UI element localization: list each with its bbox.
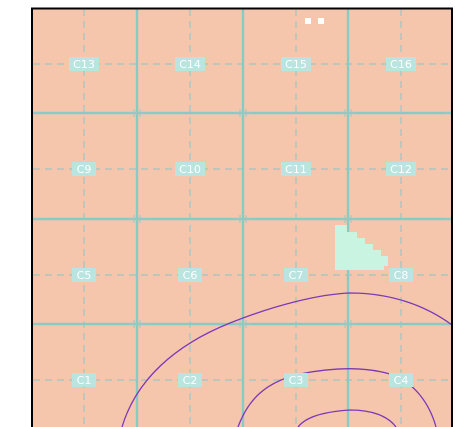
cell-label-box	[178, 268, 202, 282]
contour-middle	[237, 368, 437, 427]
cell-label-c2: C2	[183, 374, 198, 387]
cell-label-box	[284, 373, 308, 387]
cell-label-box	[72, 268, 96, 282]
highlighted-area	[335, 225, 388, 270]
contour-inner	[297, 409, 397, 427]
cell-label-c8: C8	[394, 269, 409, 282]
cell-label-box	[386, 162, 416, 176]
cell-label-c5: C5	[77, 269, 92, 282]
grid-intersection-ticks	[33, 109, 452, 328]
cell-label-box	[281, 57, 311, 71]
cell-label-c10: C10	[179, 163, 201, 176]
contour-outer	[121, 292, 453, 427]
map-markers	[305, 18, 324, 24]
marker-square	[318, 18, 324, 24]
cell-label-c14: C14	[179, 58, 201, 71]
cell-label-c11: C11	[285, 163, 307, 176]
cell-label-c7: C7	[289, 269, 304, 282]
cell-label-c1: C1	[77, 374, 92, 387]
cell-label-c3: C3	[289, 374, 304, 387]
cell-label-box	[178, 373, 202, 387]
contour-lines	[121, 292, 453, 427]
cell-label-c12: C12	[390, 163, 412, 176]
cell-label-box	[386, 57, 416, 71]
cell-label-box	[389, 268, 413, 282]
cell-label-c13: C13	[73, 58, 95, 71]
cell-label-box	[72, 162, 96, 176]
map-frame	[31, 7, 453, 427]
cell-label-box	[72, 373, 96, 387]
cell-label-c4: C4	[394, 374, 409, 387]
cell-label-box	[281, 162, 311, 176]
cell-label-box	[284, 268, 308, 282]
cell-label-c9: C9	[77, 163, 92, 176]
cell-labels: C13 C14 C15 C16 C9 C10 C11 C12 C5 C6 C7 C8 C1 C2 C3 C4	[69, 57, 416, 387]
marker-square	[305, 18, 311, 24]
cell-label-c15: C15	[285, 58, 307, 71]
cell-label-box	[69, 57, 99, 71]
cell-label-box	[175, 162, 205, 176]
cell-label-box	[175, 57, 205, 71]
cell-label-c16: C16	[390, 58, 412, 71]
cell-label-box	[389, 373, 413, 387]
cell-label-c6: C6	[183, 269, 198, 282]
